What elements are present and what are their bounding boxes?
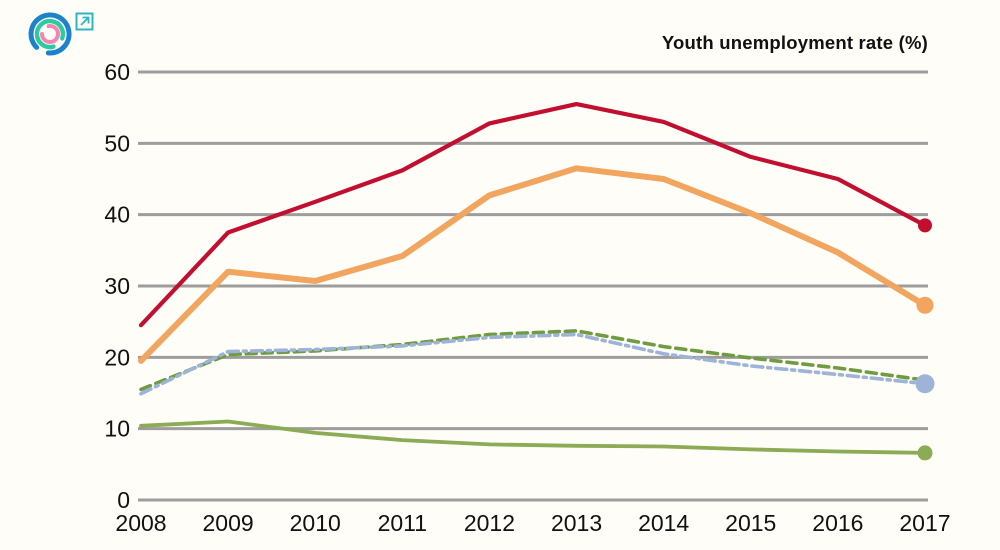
logo-middle-arc <box>34 18 66 50</box>
external-link-box <box>75 12 94 31</box>
external-link-icon[interactable] <box>75 12 94 31</box>
series-line-blue-dash-dot <box>139 332 927 396</box>
app-logo <box>28 12 72 56</box>
x-axis-tick-label: 2017 <box>899 510 950 536</box>
y-axis-tick-label: 40 <box>104 202 130 228</box>
series-line-green-solid <box>139 419 927 455</box>
external-link-arrow <box>80 16 90 26</box>
series-line-red-solid <box>138 101 928 328</box>
y-axis-tick-label: 0 <box>117 487 130 513</box>
series-end-marker-green-solid <box>917 445 933 461</box>
x-axis-tick-label: 2015 <box>725 510 776 536</box>
series-end-marker-blue-dash-dot <box>915 374 935 394</box>
y-axis-tick-label: 50 <box>104 130 130 156</box>
y-axis-tick-label: 20 <box>104 344 130 370</box>
y-axis-tick-label: 30 <box>104 273 130 299</box>
y-axis-tick-label: 10 <box>104 416 130 442</box>
chart-title: Youth unemployment rate (%) <box>661 32 928 53</box>
logo-area <box>24 8 96 64</box>
y-axis-tick-label: 60 <box>104 59 130 85</box>
series-end-marker-orange-solid <box>916 296 934 314</box>
x-axis-tick-label: 2016 <box>812 510 863 536</box>
x-axis-tick-label: 2009 <box>203 510 254 536</box>
series-end-marker-red-solid <box>917 218 932 233</box>
x-axis-tick-label: 2010 <box>290 510 341 536</box>
x-axis-tick-label: 2011 <box>378 510 427 536</box>
x-axis-tick-label: 2013 <box>551 510 602 536</box>
series-line-orange-solid <box>138 165 928 364</box>
logo-outer-arc <box>28 12 72 56</box>
x-axis-tick-label: 2012 <box>464 510 515 536</box>
x-axis-tick-label: 2008 <box>115 510 166 536</box>
series-line-green-dashed <box>139 329 927 392</box>
logo-inner-arc <box>40 24 60 44</box>
x-axis-tick-label: 2014 <box>638 510 689 536</box>
